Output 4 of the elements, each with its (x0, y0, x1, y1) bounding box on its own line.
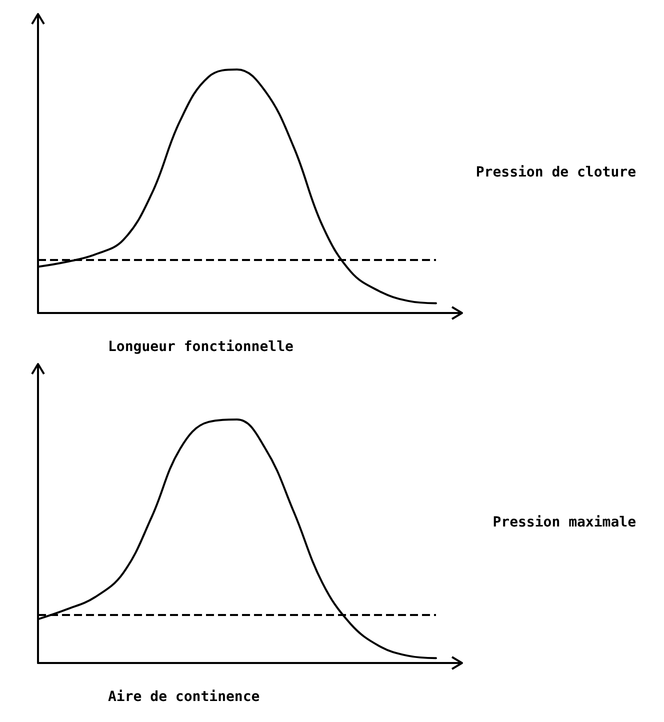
text: Pression maximale (492, 514, 636, 530)
text: Longueur fonctionnelle (108, 339, 294, 355)
text: Pression de cloture (476, 164, 636, 180)
text: Aire de continence (108, 689, 260, 705)
